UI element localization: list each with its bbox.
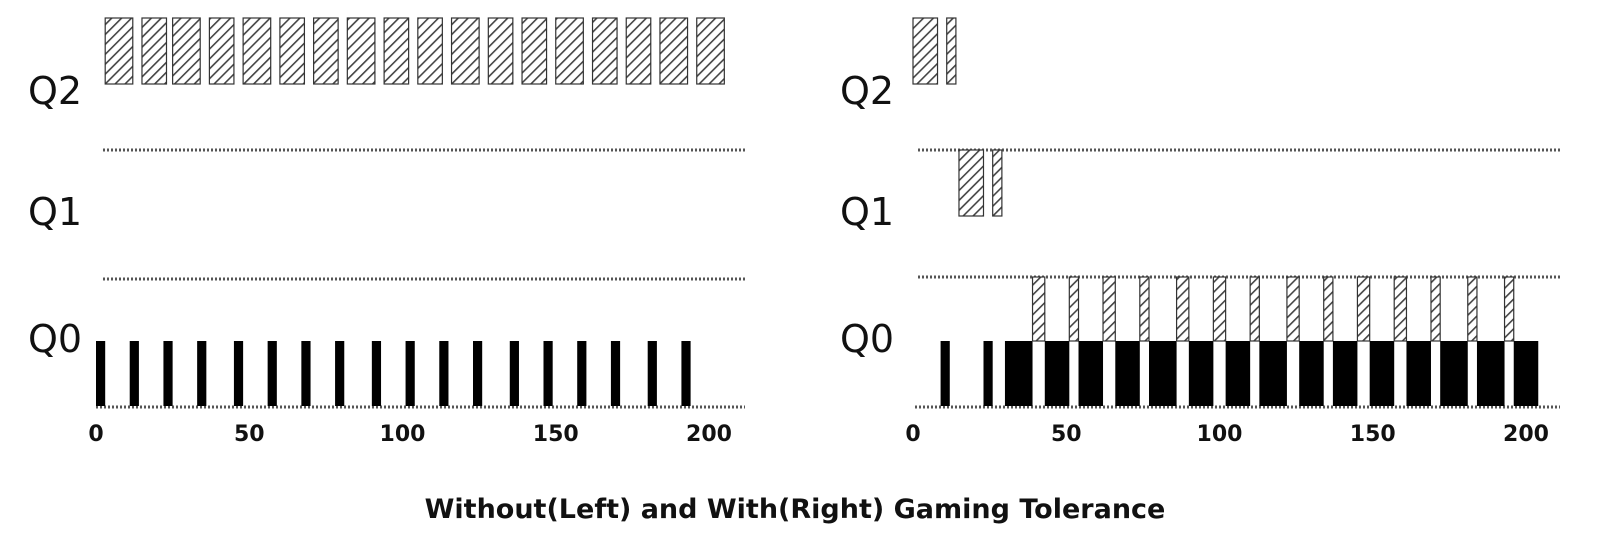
job-block-hatched: [383, 17, 410, 85]
job-block-hatched: [1175, 276, 1190, 342]
panel-left: Q2 Q1 Q0 0 50 100 150 200: [28, 17, 745, 447]
job-block-hatched: [521, 17, 548, 85]
queue-label-q2: Q2: [28, 69, 82, 113]
x-tick-label: 100: [380, 422, 426, 447]
job-block-hatched: [696, 17, 725, 85]
job-block-hatched: [1467, 276, 1478, 342]
queue-label-q0: Q0: [28, 317, 82, 361]
job-block-hatched: [946, 17, 957, 85]
job-block-solid: [509, 341, 519, 406]
job-block-solid: [405, 341, 415, 406]
job-block-solid: [267, 341, 277, 406]
job-block-hatched: [992, 149, 1003, 217]
job-block-hatched: [208, 17, 235, 85]
job-block-solid: [1406, 341, 1431, 406]
job-block-solid: [610, 341, 621, 406]
job-block-solid: [335, 341, 345, 406]
job-block-hatched: [104, 17, 134, 85]
job-block-solid: [1149, 341, 1177, 406]
job-block-solid: [983, 341, 993, 406]
job-block-solid: [647, 341, 657, 406]
x-tick-label: 100: [1197, 422, 1243, 447]
job-block-solid: [1259, 341, 1287, 406]
job-block-solid: [940, 341, 950, 406]
job-block-solid: [1369, 341, 1395, 406]
x-tick-label: 0: [88, 422, 103, 447]
x-tick-label: 150: [533, 422, 579, 447]
job-block-solid: [371, 341, 382, 406]
job-block-solid: [1476, 341, 1505, 406]
job-block-hatched: [487, 17, 514, 85]
x-tick-label: 200: [1503, 422, 1549, 447]
job-block-hatched: [1503, 276, 1515, 342]
x-axis-ticks: 0 50 100 150 200: [905, 422, 1549, 447]
job-block-hatched: [555, 17, 584, 85]
job-block-solid: [439, 341, 449, 406]
job-block-solid: [543, 341, 553, 406]
job-block-solid: [1188, 341, 1214, 406]
queue-label-q0: Q0: [840, 317, 894, 361]
job-block-solid: [1440, 341, 1468, 406]
job-block-hatched: [1139, 276, 1150, 342]
job-block-hatched: [1430, 276, 1441, 342]
job-block-hatched: [279, 17, 306, 85]
job-block-hatched: [1286, 276, 1300, 342]
job-block-hatched: [1031, 276, 1046, 342]
x-tick-label: 200: [686, 422, 732, 447]
job-block-solid: [129, 341, 139, 406]
job-block-solid: [577, 341, 587, 406]
job-block-hatched: [912, 17, 939, 85]
job-block-hatched: [659, 17, 689, 85]
job-block-solid: [233, 341, 244, 406]
job-blocks: [912, 17, 1539, 406]
panel-right: Q2 Q1 Q0 0 50 100 150 200: [840, 17, 1560, 447]
job-block-hatched: [450, 17, 480, 85]
job-block-hatched: [417, 17, 443, 85]
x-tick-label: 150: [1350, 422, 1396, 447]
queue-label-q1: Q1: [840, 190, 894, 234]
job-block-solid: [1225, 341, 1251, 406]
job-block-solid: [96, 341, 106, 406]
job-block-solid: [1513, 341, 1539, 406]
queue-label-q2: Q2: [840, 69, 894, 113]
figure-caption: Without(Left) and With(Right) Gaming Tol…: [425, 494, 1166, 525]
job-block-hatched: [1356, 276, 1371, 342]
job-block-hatched: [1212, 276, 1227, 342]
job-block-hatched: [1393, 276, 1408, 342]
job-block-solid: [1044, 341, 1070, 406]
job-block-hatched: [625, 17, 652, 85]
job-block-hatched: [591, 17, 618, 85]
job-block-hatched: [346, 17, 376, 85]
x-tick-label: 0: [905, 422, 920, 447]
job-block-hatched: [1102, 276, 1116, 342]
x-axis-ticks: 0 50 100 150 200: [88, 422, 732, 447]
job-block-solid: [301, 341, 311, 406]
job-block-hatched: [141, 17, 168, 85]
job-block-hatched: [172, 17, 201, 85]
job-block-solid: [1299, 341, 1324, 406]
queue-label-q1: Q1: [28, 190, 82, 234]
job-block-solid: [197, 341, 207, 406]
job-block-solid: [472, 341, 483, 406]
job-block-hatched: [313, 17, 339, 85]
job-block-solid: [1004, 341, 1033, 406]
job-block-solid: [681, 341, 691, 406]
job-block-hatched: [1323, 276, 1334, 342]
x-tick-label: 50: [234, 422, 265, 447]
job-block-solid: [163, 341, 173, 406]
job-block-hatched: [958, 149, 985, 217]
job-block-solid: [1332, 341, 1358, 406]
job-block-hatched: [1068, 276, 1080, 342]
x-tick-label: 50: [1051, 422, 1082, 447]
job-block-solid: [1115, 341, 1140, 406]
job-blocks: [96, 17, 725, 406]
job-block-hatched: [242, 17, 272, 85]
job-block-solid: [1078, 341, 1104, 406]
job-block-hatched: [1249, 276, 1260, 342]
